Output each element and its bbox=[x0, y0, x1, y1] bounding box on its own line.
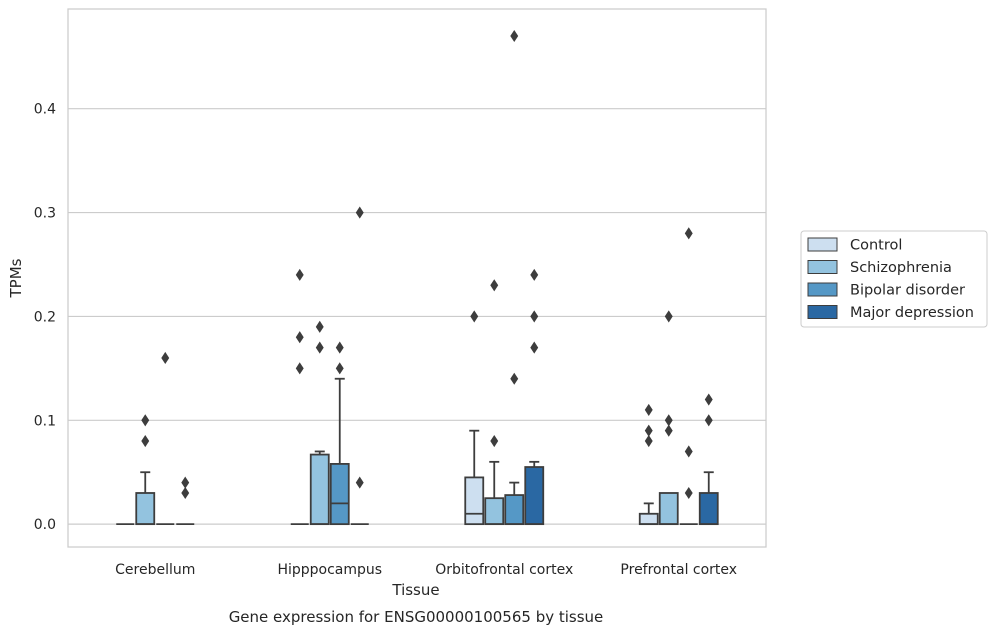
outlier-point bbox=[530, 341, 539, 354]
box-body bbox=[135, 492, 156, 526]
box-control bbox=[464, 310, 485, 526]
box-control bbox=[290, 268, 309, 526]
y-tick-labels: 0.0 0.1 0.2 0.3 0.4 bbox=[34, 102, 56, 533]
outlier-point bbox=[510, 29, 519, 43]
box-major-depression bbox=[176, 476, 195, 526]
box-schizophrenia bbox=[309, 320, 330, 526]
box-body bbox=[484, 497, 505, 526]
y-tick-label: 0.0 bbox=[34, 517, 56, 533]
outlier-point bbox=[684, 445, 693, 458]
box-major-depression bbox=[350, 206, 369, 526]
outlier-point bbox=[664, 424, 673, 437]
outlier-point bbox=[510, 372, 519, 385]
legend-label: Control bbox=[850, 238, 902, 254]
plot-frame bbox=[67, 8, 767, 548]
boxes bbox=[116, 29, 719, 526]
legend-swatch bbox=[807, 305, 838, 319]
legend-label: Bipolar disorder bbox=[850, 283, 965, 299]
outlier-point bbox=[490, 279, 499, 292]
x-tick-label: Hipppocampus bbox=[277, 562, 382, 578]
x-tick-label: Orbitofrontal cortex bbox=[435, 562, 573, 578]
outlier-point bbox=[295, 268, 304, 281]
outlier-point bbox=[664, 310, 673, 323]
box-schizophrenia bbox=[135, 414, 156, 526]
outlier-point bbox=[295, 331, 304, 344]
outlier-point bbox=[644, 403, 653, 416]
x-tick-label: Prefrontal cortex bbox=[620, 562, 737, 578]
outlier-point bbox=[161, 351, 170, 365]
outlier-point bbox=[141, 414, 150, 427]
x-tick-label: Cerebellum bbox=[115, 562, 195, 578]
chart-title: Gene expression for ENSG00000100565 by t… bbox=[229, 608, 604, 626]
outlier-point bbox=[355, 476, 364, 489]
legend-frame bbox=[800, 230, 988, 328]
outlier-point bbox=[315, 341, 324, 354]
legend-label: Major depression bbox=[850, 305, 974, 321]
box-control bbox=[638, 403, 659, 526]
outlier-point bbox=[141, 435, 150, 448]
box-major-depression bbox=[524, 268, 545, 526]
box-body bbox=[658, 492, 679, 526]
gridlines bbox=[68, 108, 766, 525]
box-bipolar-disorder bbox=[679, 227, 698, 526]
box-body bbox=[309, 453, 330, 526]
x-tick-labels: Cerebellum Hipppocampus Orbitofrontal cort… bbox=[115, 562, 737, 578]
outlier-point bbox=[181, 476, 190, 489]
box-bipolar-disorder bbox=[329, 341, 350, 526]
y-tick-label: 0.3 bbox=[34, 206, 56, 222]
box-schizophrenia bbox=[484, 279, 505, 526]
legend-label: Schizophrenia bbox=[850, 260, 952, 276]
box-body bbox=[504, 494, 525, 526]
box-major-depression bbox=[698, 393, 719, 526]
box-body bbox=[464, 476, 485, 526]
outlier-point bbox=[684, 486, 693, 500]
outlier-point bbox=[530, 310, 539, 323]
box-body bbox=[638, 512, 659, 526]
outlier-point bbox=[295, 362, 304, 375]
y-tick-label: 0.1 bbox=[34, 413, 56, 429]
y-tick-label: 0.2 bbox=[34, 309, 56, 325]
legend-swatch bbox=[807, 260, 838, 274]
outlier-point bbox=[644, 435, 653, 448]
box-body bbox=[698, 492, 719, 526]
legend: Control Schizophrenia Bipolar disorder Majo… bbox=[800, 230, 988, 328]
outlier-point bbox=[315, 320, 324, 333]
outlier-point bbox=[181, 486, 190, 500]
legend-swatch bbox=[807, 282, 838, 297]
outlier-point bbox=[470, 310, 479, 323]
outlier-point bbox=[704, 393, 713, 406]
box-body bbox=[329, 463, 350, 526]
legend-swatch bbox=[807, 237, 838, 252]
outlier-point bbox=[335, 341, 344, 354]
box-bipolar-disorder bbox=[504, 29, 525, 526]
outlier-point bbox=[335, 362, 344, 375]
box-bipolar-disorder bbox=[156, 351, 175, 526]
outlier-point bbox=[644, 424, 653, 437]
y-axis-label: TPMs bbox=[7, 258, 25, 298]
outlier-point bbox=[490, 435, 499, 448]
outlier-point bbox=[355, 206, 364, 219]
box-body bbox=[524, 466, 545, 526]
outlier-point bbox=[530, 268, 539, 281]
outlier-point bbox=[664, 414, 673, 427]
outlier-point bbox=[684, 227, 693, 240]
x-axis-label: Tissue bbox=[391, 581, 439, 599]
box-schizophrenia bbox=[658, 310, 679, 526]
outlier-point bbox=[704, 414, 713, 427]
y-tick-label: 0.4 bbox=[34, 102, 56, 118]
